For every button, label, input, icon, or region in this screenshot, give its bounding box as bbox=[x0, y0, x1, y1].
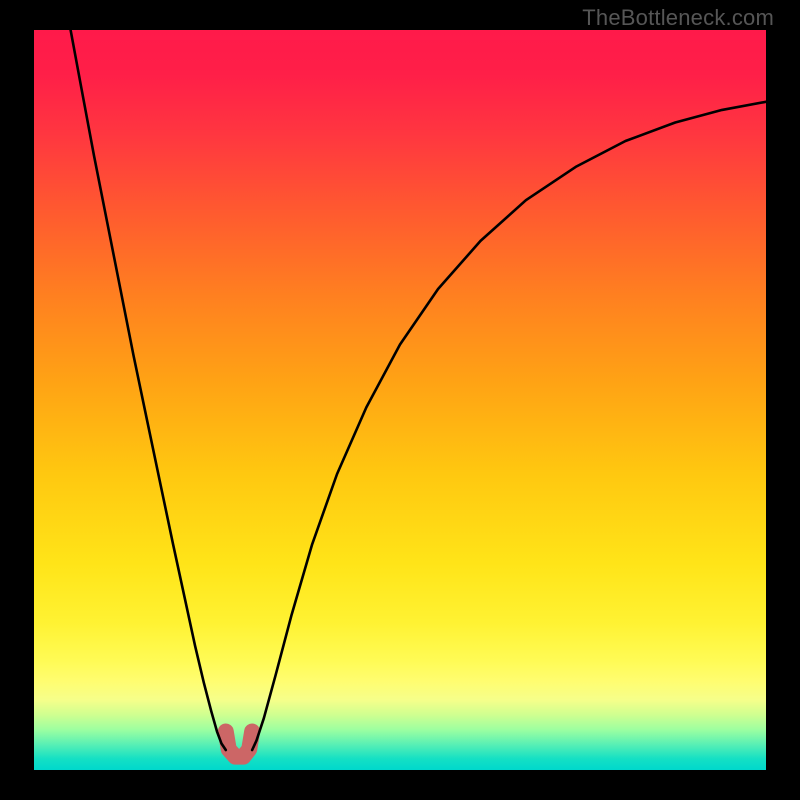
watermark-text: TheBottleneck.com bbox=[582, 5, 774, 31]
plot-svg bbox=[0, 0, 800, 800]
figure-root: TheBottleneck.com bbox=[0, 0, 800, 800]
